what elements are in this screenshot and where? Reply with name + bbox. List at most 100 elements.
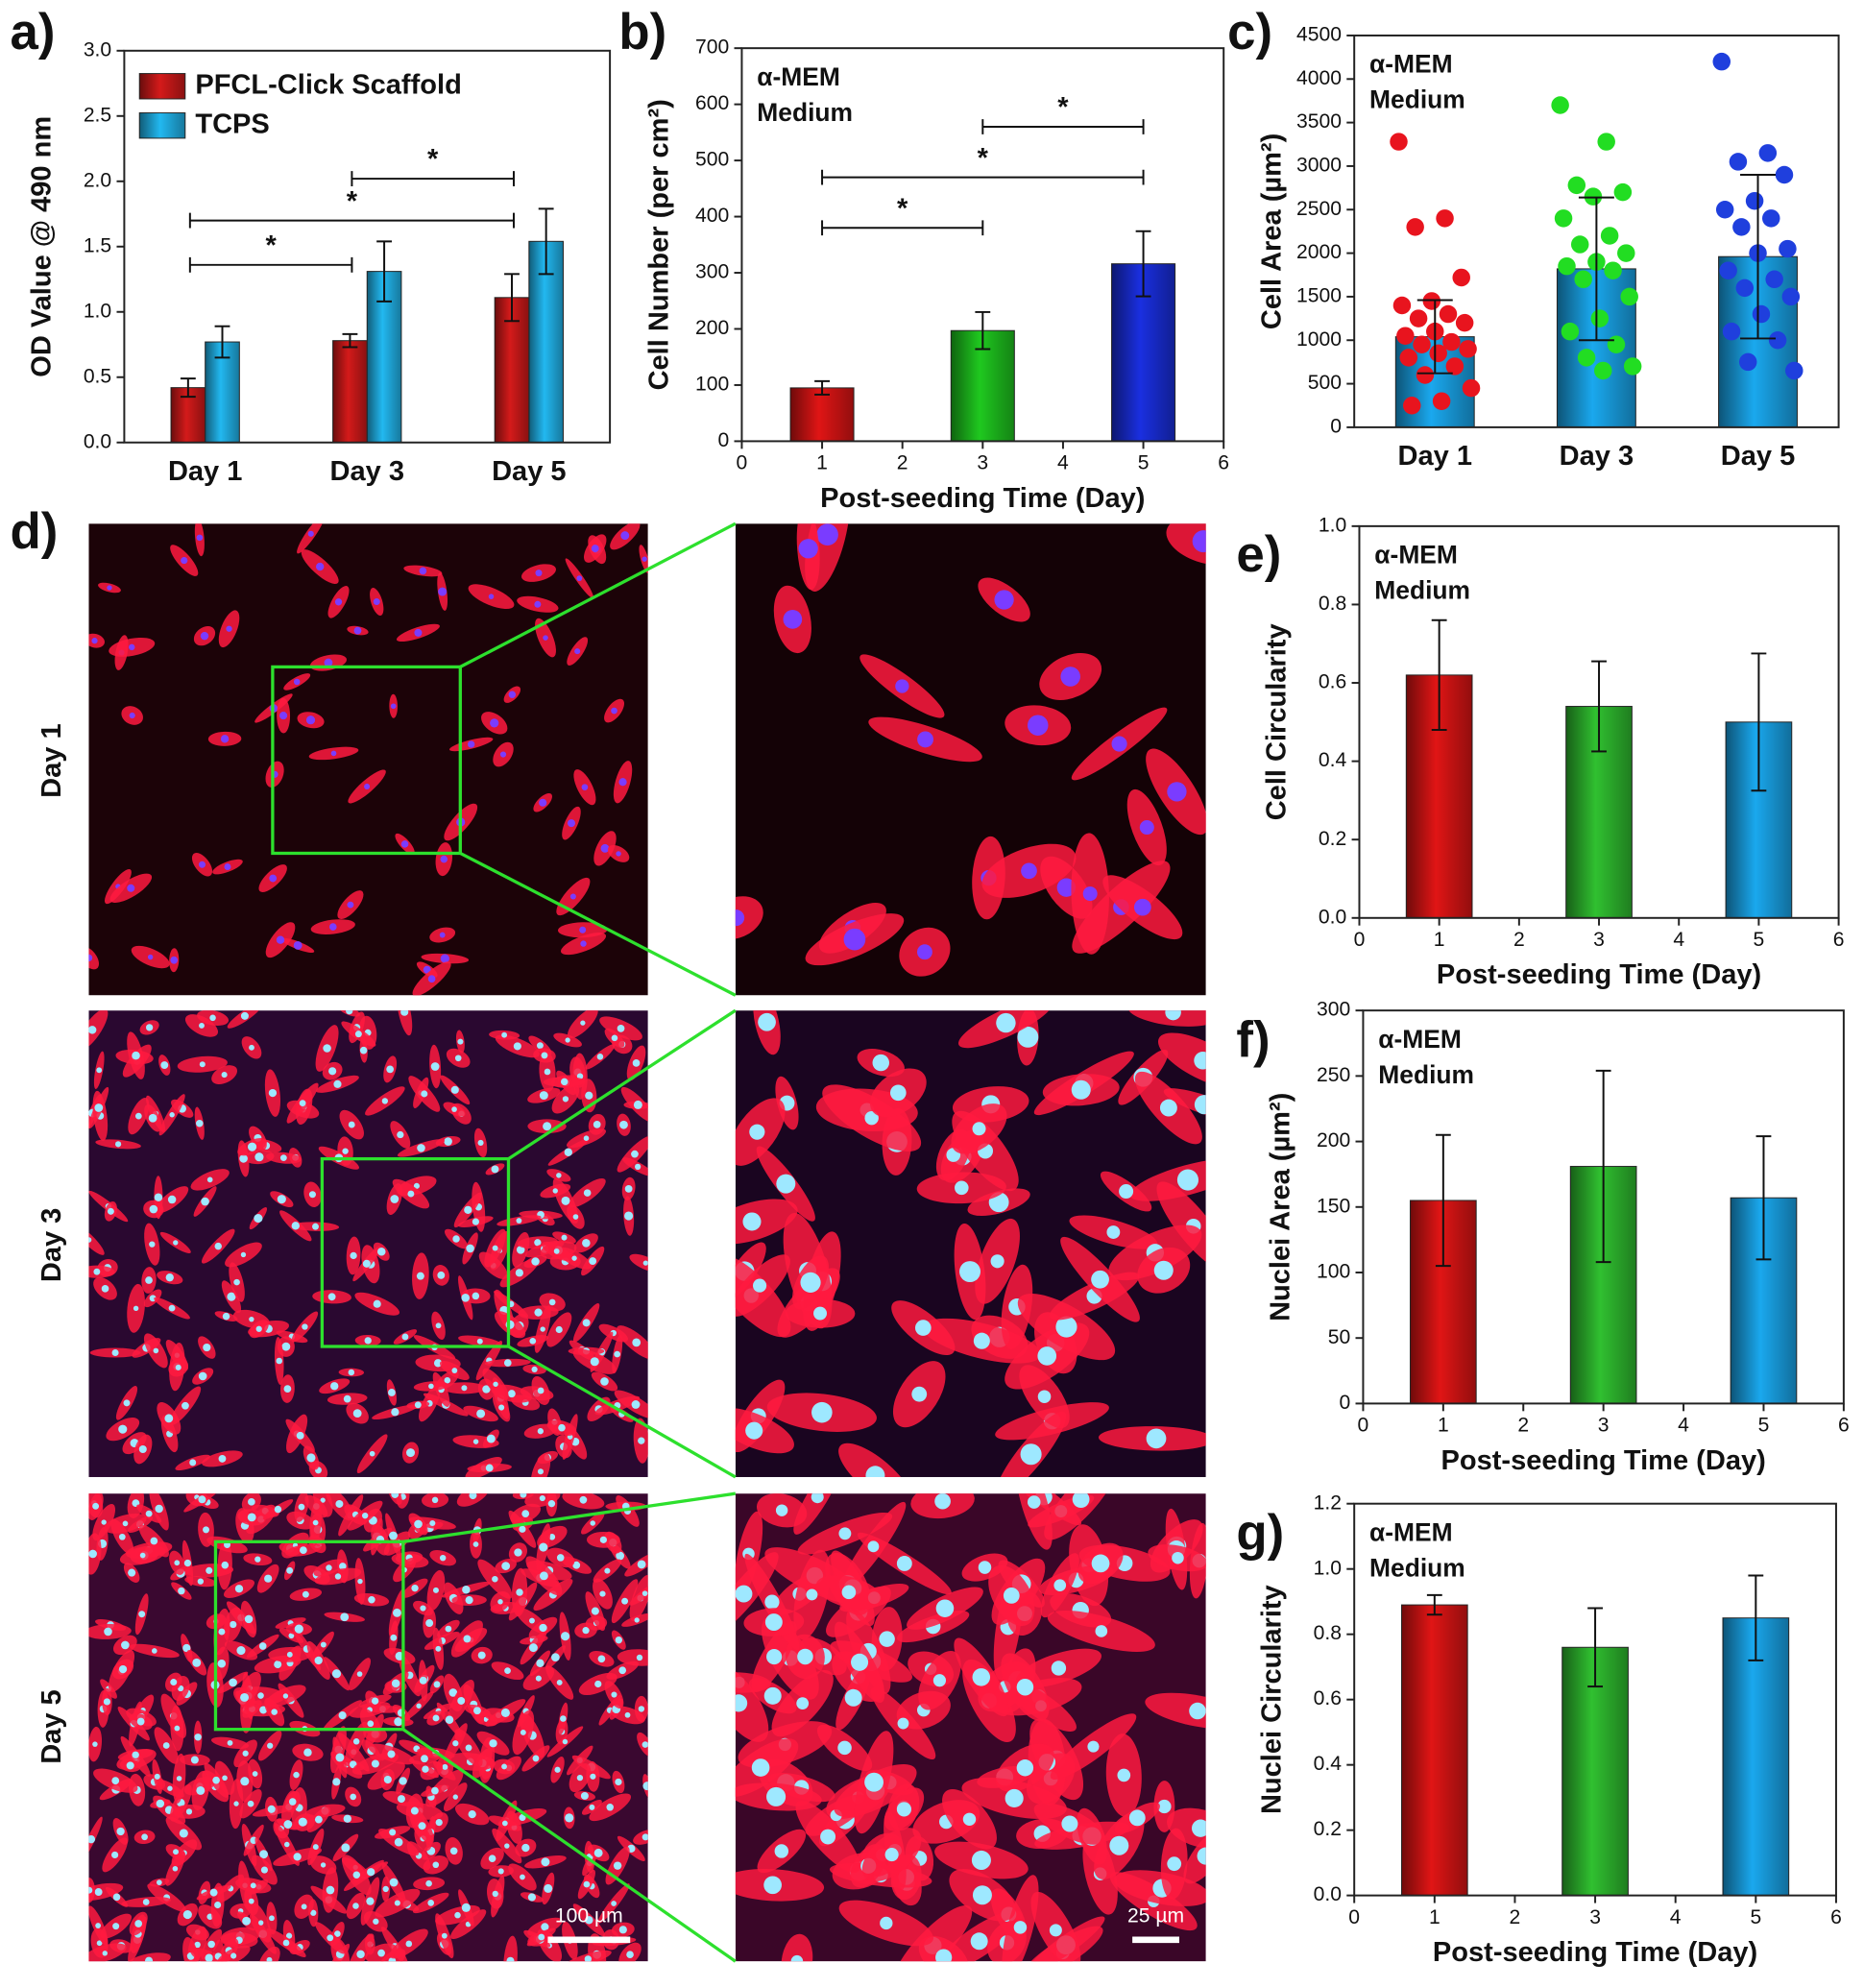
nucleus — [192, 1658, 202, 1667]
nucleus — [320, 1497, 326, 1503]
nucleus — [580, 1791, 589, 1800]
nucleus — [454, 1911, 461, 1919]
x-category-label: Day 1 — [1398, 441, 1472, 472]
nucleus — [591, 545, 599, 553]
nucleus — [751, 1758, 770, 1777]
scatter-point — [1399, 349, 1418, 367]
nucleus — [934, 1493, 951, 1510]
x-tick-label: 5 — [1754, 929, 1765, 951]
bar-shade — [1722, 1617, 1789, 1896]
y-tick-label: 500 — [1308, 372, 1342, 394]
nucleus — [206, 1176, 213, 1183]
nucleus — [299, 1100, 306, 1107]
nucleus — [1060, 667, 1080, 687]
nucleus — [638, 1437, 645, 1444]
nucleus — [564, 1148, 572, 1156]
nucleus — [373, 1299, 381, 1308]
nucleus — [806, 1588, 818, 1601]
nucleus — [604, 1567, 611, 1574]
nucleus — [335, 1753, 345, 1762]
x-tick-label: 3 — [977, 452, 988, 474]
nucleus — [461, 1293, 471, 1302]
scatter-point — [1752, 304, 1771, 324]
nucleus — [935, 1599, 955, 1618]
nucleus — [758, 1012, 776, 1031]
nucleus — [198, 1371, 207, 1381]
nucleus — [541, 1923, 549, 1931]
scatter-point — [1396, 327, 1415, 345]
nucleus — [376, 1247, 386, 1256]
nucleus — [1003, 1588, 1020, 1604]
nucleus — [439, 1554, 447, 1562]
nucleus — [326, 1885, 335, 1895]
nucleus — [1072, 1493, 1090, 1509]
nucleus — [347, 901, 354, 909]
nucleus — [353, 626, 362, 635]
micrograph — [735, 1493, 1206, 1962]
nucleus — [582, 1239, 591, 1248]
nucleus — [389, 1531, 398, 1540]
nucleus — [537, 1468, 544, 1475]
nucleus — [482, 1385, 491, 1394]
nucleus — [735, 1694, 748, 1712]
y-tick-label: 0.4 — [1314, 1753, 1343, 1775]
y-tick-label: 1.0 — [84, 300, 111, 322]
zoom-line — [459, 851, 737, 997]
nucleus — [579, 926, 587, 933]
nucleus — [294, 1624, 303, 1634]
nucleus — [312, 1223, 319, 1230]
nucleus — [282, 1939, 290, 1947]
nucleus — [1109, 1835, 1129, 1855]
nucleus — [551, 1653, 560, 1662]
nucleus — [535, 570, 543, 577]
y-axis-title: Cell Number (per cm²) — [644, 99, 675, 390]
nucleus — [176, 1776, 182, 1782]
scatter-point — [1432, 392, 1451, 410]
nucleus — [543, 635, 548, 641]
nucleus — [164, 1414, 174, 1423]
nucleus — [267, 1805, 276, 1813]
nucleus — [350, 1793, 356, 1801]
nucleus — [416, 1703, 422, 1709]
nucleus — [1013, 1921, 1028, 1934]
zoom-box — [271, 665, 462, 856]
nucleus — [1049, 1924, 1062, 1937]
nucleus — [279, 712, 288, 720]
nucleus — [328, 1067, 337, 1076]
x-tick-label: 2 — [1517, 1415, 1529, 1437]
nucleus — [203, 1526, 210, 1534]
scatter-point — [1604, 261, 1622, 279]
nucleus — [879, 1631, 895, 1647]
nucleus — [282, 1693, 289, 1699]
nucleus — [437, 1271, 446, 1279]
nucleus — [579, 1495, 588, 1504]
nucleus — [233, 1278, 240, 1286]
nucleus — [101, 1285, 109, 1293]
nucleus — [429, 1519, 436, 1527]
nucleus — [151, 1648, 157, 1654]
nucleus — [774, 1844, 789, 1858]
nucleus — [624, 1184, 633, 1193]
annotation: Medium — [757, 98, 853, 127]
nucleus — [288, 1633, 295, 1639]
nucleus — [134, 1920, 143, 1927]
y-tick-label: 0.6 — [1314, 1687, 1342, 1709]
panel-label: g) — [1236, 1505, 1284, 1562]
nucleus — [269, 1915, 275, 1922]
nucleus — [503, 1359, 512, 1367]
nucleus — [173, 1849, 179, 1855]
nucleus — [254, 1214, 263, 1224]
nucleus — [488, 1855, 496, 1862]
nucleus — [493, 1381, 498, 1387]
nucleus — [118, 1664, 128, 1674]
nucleus — [414, 1519, 423, 1529]
nucleus — [141, 1833, 148, 1841]
nucleus — [104, 1627, 112, 1636]
nucleus — [555, 1325, 563, 1334]
nucleus — [259, 1706, 268, 1714]
nucleus — [445, 1625, 452, 1633]
nucleus — [133, 1305, 139, 1312]
nucleus — [465, 1744, 472, 1752]
nucleus — [562, 1096, 569, 1103]
nucleus — [132, 1751, 139, 1758]
